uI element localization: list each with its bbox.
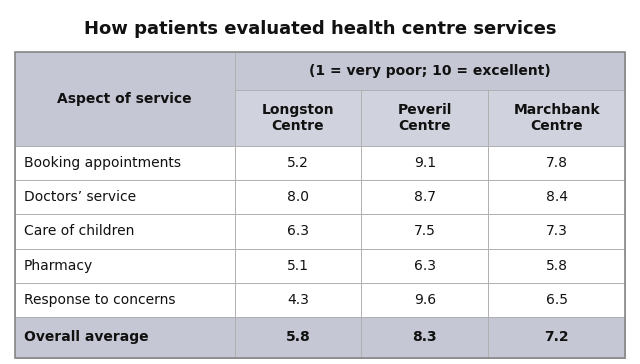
Text: Doctors’ service: Doctors’ service [24, 190, 136, 204]
Text: 8.4: 8.4 [546, 190, 568, 204]
Text: 7.2: 7.2 [545, 331, 569, 344]
Text: 8.3: 8.3 [413, 331, 437, 344]
Text: 7.5: 7.5 [414, 225, 436, 238]
Text: Response to concerns: Response to concerns [24, 293, 175, 307]
Text: 5.8: 5.8 [285, 331, 310, 344]
Text: 5.2: 5.2 [287, 156, 309, 170]
Text: Care of children: Care of children [24, 225, 134, 238]
Text: 5.8: 5.8 [546, 259, 568, 273]
Text: Longston
Centre: Longston Centre [262, 103, 334, 133]
Text: (1 = very poor; 10 = excellent): (1 = very poor; 10 = excellent) [309, 64, 550, 78]
Text: 4.3: 4.3 [287, 293, 309, 307]
Text: 9.1: 9.1 [414, 156, 436, 170]
Text: Booking appointments: Booking appointments [24, 156, 181, 170]
Text: Aspect of service: Aspect of service [58, 92, 192, 106]
Text: 6.3: 6.3 [287, 225, 309, 238]
Text: 9.6: 9.6 [414, 293, 436, 307]
Text: Peveril
Centre: Peveril Centre [397, 103, 452, 133]
Text: 6.5: 6.5 [546, 293, 568, 307]
Text: Pharmacy: Pharmacy [24, 259, 93, 273]
Text: 7.8: 7.8 [546, 156, 568, 170]
Text: Overall average: Overall average [24, 331, 148, 344]
Text: Marchbank
Centre: Marchbank Centre [513, 103, 600, 133]
Text: 7.3: 7.3 [546, 225, 568, 238]
Text: 8.0: 8.0 [287, 190, 309, 204]
Text: 6.3: 6.3 [414, 259, 436, 273]
Text: How patients evaluated health centre services: How patients evaluated health centre ser… [84, 20, 556, 38]
Text: 8.7: 8.7 [414, 190, 436, 204]
Text: 5.1: 5.1 [287, 259, 309, 273]
